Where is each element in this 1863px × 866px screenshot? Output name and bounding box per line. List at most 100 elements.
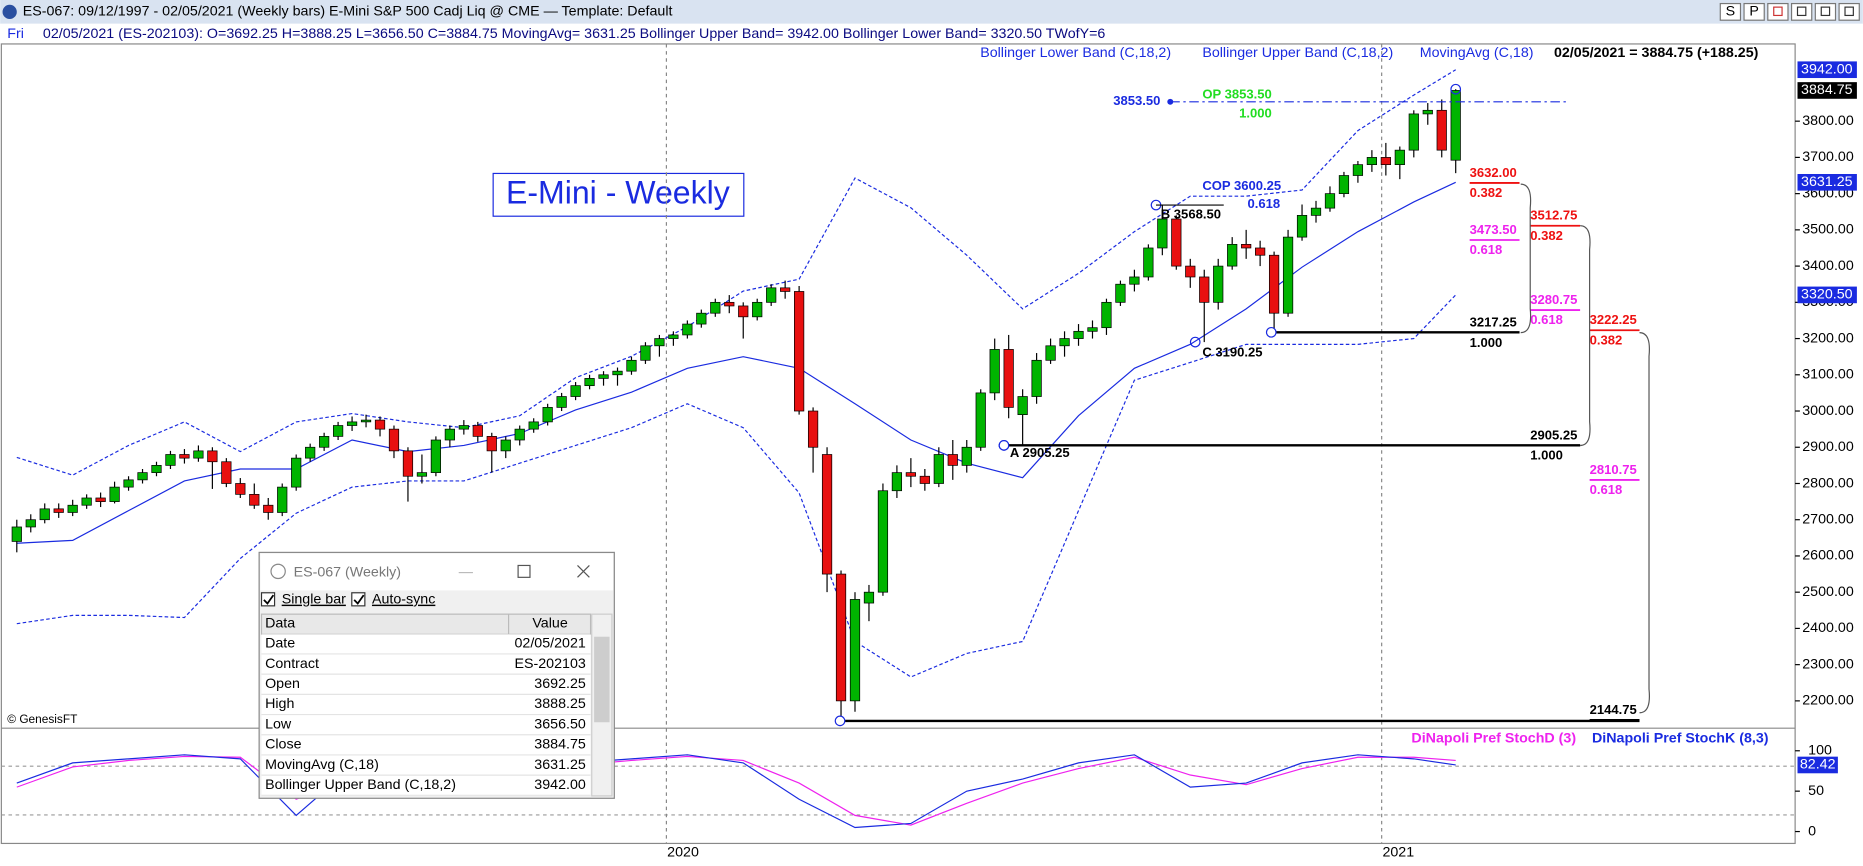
candle-body (528, 421, 539, 430)
last-label: 02/05/2021 = 3884.75 (+188.25) (1554, 45, 1759, 61)
fib-level-label: 2810.75 (1590, 462, 1637, 477)
y-tick-label: 2200.00 (1802, 693, 1854, 709)
fib-bracket (1639, 332, 1650, 714)
maximize-button[interactable] (517, 564, 531, 578)
window-button[interactable] (1743, 2, 1765, 21)
y-tick-label: 3800.00 (1802, 113, 1854, 129)
checkbox[interactable] (351, 592, 366, 607)
close-button[interactable] (577, 565, 590, 578)
annotation: C 3190.25 (1202, 344, 1262, 359)
candle-body (123, 479, 134, 488)
row-value: 3884.75 (534, 737, 586, 753)
fib-level-label: 3217.25 (1470, 315, 1517, 330)
window-control-icon (1844, 6, 1854, 17)
checkmark (263, 594, 275, 605)
window-button-label[interactable]: S (1726, 4, 1736, 20)
fib-level-label: 3632.00 (1470, 165, 1517, 180)
legend-entry: Bollinger Upper Band (C,18,2) (1202, 45, 1393, 61)
candle-body (444, 428, 455, 441)
candle-body (472, 425, 483, 437)
header-cell: Data (265, 615, 295, 631)
scroll-thumb[interactable] (594, 636, 610, 723)
stoch-tag (1797, 756, 1838, 774)
stoch-tick-label: 50 (1808, 783, 1824, 799)
x-tick-label: 2021 (1382, 845, 1414, 861)
window-button[interactable] (1719, 2, 1742, 21)
candle-body (235, 483, 246, 495)
candle-body (1017, 396, 1028, 416)
candle-body (682, 323, 693, 336)
annotation: B 3568.50 (1161, 206, 1221, 221)
fib-level-label: 3473.50 (1470, 222, 1517, 237)
candle-body (360, 419, 372, 423)
candle-body (696, 312, 707, 325)
candle-body (514, 428, 525, 441)
candle-body (179, 454, 190, 459)
candle-body (598, 374, 609, 379)
stoch-tag-label: 82.42 (1800, 757, 1836, 773)
swing-marker (998, 440, 1010, 451)
checkbox-label[interactable]: Single bar (282, 592, 346, 608)
candle-body (109, 486, 120, 502)
stoch-tick-label: 100 (1808, 743, 1832, 759)
candle-body (1366, 157, 1377, 166)
candle-body (1129, 276, 1140, 285)
candle-body (849, 599, 861, 702)
candle-body (584, 378, 595, 387)
window-control[interactable] (1790, 2, 1813, 21)
candle-body (1324, 193, 1336, 209)
chart-title-box (492, 172, 745, 217)
candle-body (249, 494, 260, 506)
candle-body (277, 486, 288, 513)
candle-body (1436, 109, 1447, 151)
data-window-title: ES-067 (Weekly) (294, 564, 401, 580)
candle-body (1003, 349, 1014, 408)
legend-entry: Bollinger Lower Band (C,18,2) (980, 45, 1171, 61)
candle-body (989, 349, 1000, 394)
data-window-icon (270, 563, 286, 580)
bollinger-band (16, 294, 1457, 678)
y-tick-label: 3700.00 (1802, 149, 1854, 165)
row-value: ES-202103 (515, 656, 586, 672)
checkbox-label[interactable]: Auto-sync (372, 592, 435, 608)
candle-body (1380, 157, 1391, 166)
candle-body (207, 450, 218, 463)
candle-body (668, 334, 679, 339)
fib-ratio-label: 0.618 (1470, 242, 1503, 257)
swing-marker (834, 715, 846, 727)
bollinger-band (16, 69, 1457, 476)
fib-level-label: 3280.75 (1530, 292, 1577, 307)
candle-body (221, 461, 232, 484)
fib-ratio-label: 0.382 (1530, 228, 1563, 243)
window-control[interactable] (1814, 2, 1837, 21)
candle-body (738, 305, 749, 318)
info-bar (0, 23, 1863, 44)
checkbox[interactable] (260, 592, 276, 607)
row-label: MovingAvg (C,18) (265, 757, 379, 773)
window-control[interactable] (1767, 2, 1789, 21)
copyright: © GenesisFT (7, 712, 77, 726)
y-tick-label: 2900.00 (1802, 439, 1854, 455)
candle-body (807, 410, 819, 448)
candle-body (947, 454, 958, 466)
price-tag-label: 3320.50 (1801, 287, 1853, 303)
annotation: A 2905.25 (1010, 445, 1070, 460)
window-button-label[interactable]: P (1749, 4, 1759, 20)
window-control[interactable] (1838, 2, 1860, 21)
row-value: 3888.25 (534, 696, 586, 712)
info-day: Fri (7, 26, 24, 42)
fib-ratio-label: 0.618 (1530, 312, 1563, 327)
y-tick-label: 2400.00 (1802, 620, 1854, 636)
row-label: Low (265, 716, 292, 732)
candle-body (1213, 265, 1224, 303)
candle-body (67, 504, 78, 513)
candle-body (1073, 330, 1084, 339)
data-window[interactable]: ES-067 (Weekly) Single bar Auto-sync Data Va… (258, 551, 615, 799)
candle-body (1408, 113, 1419, 151)
candle-body (654, 338, 665, 347)
candle-body (766, 287, 777, 303)
candle-body (1352, 164, 1364, 176)
window-title: ES-067: 09/12/1997 - 02/05/2021 (Weekly … (23, 4, 673, 20)
stoch-legend: DiNapoli Pref StochK (8,3) (1592, 731, 1769, 747)
